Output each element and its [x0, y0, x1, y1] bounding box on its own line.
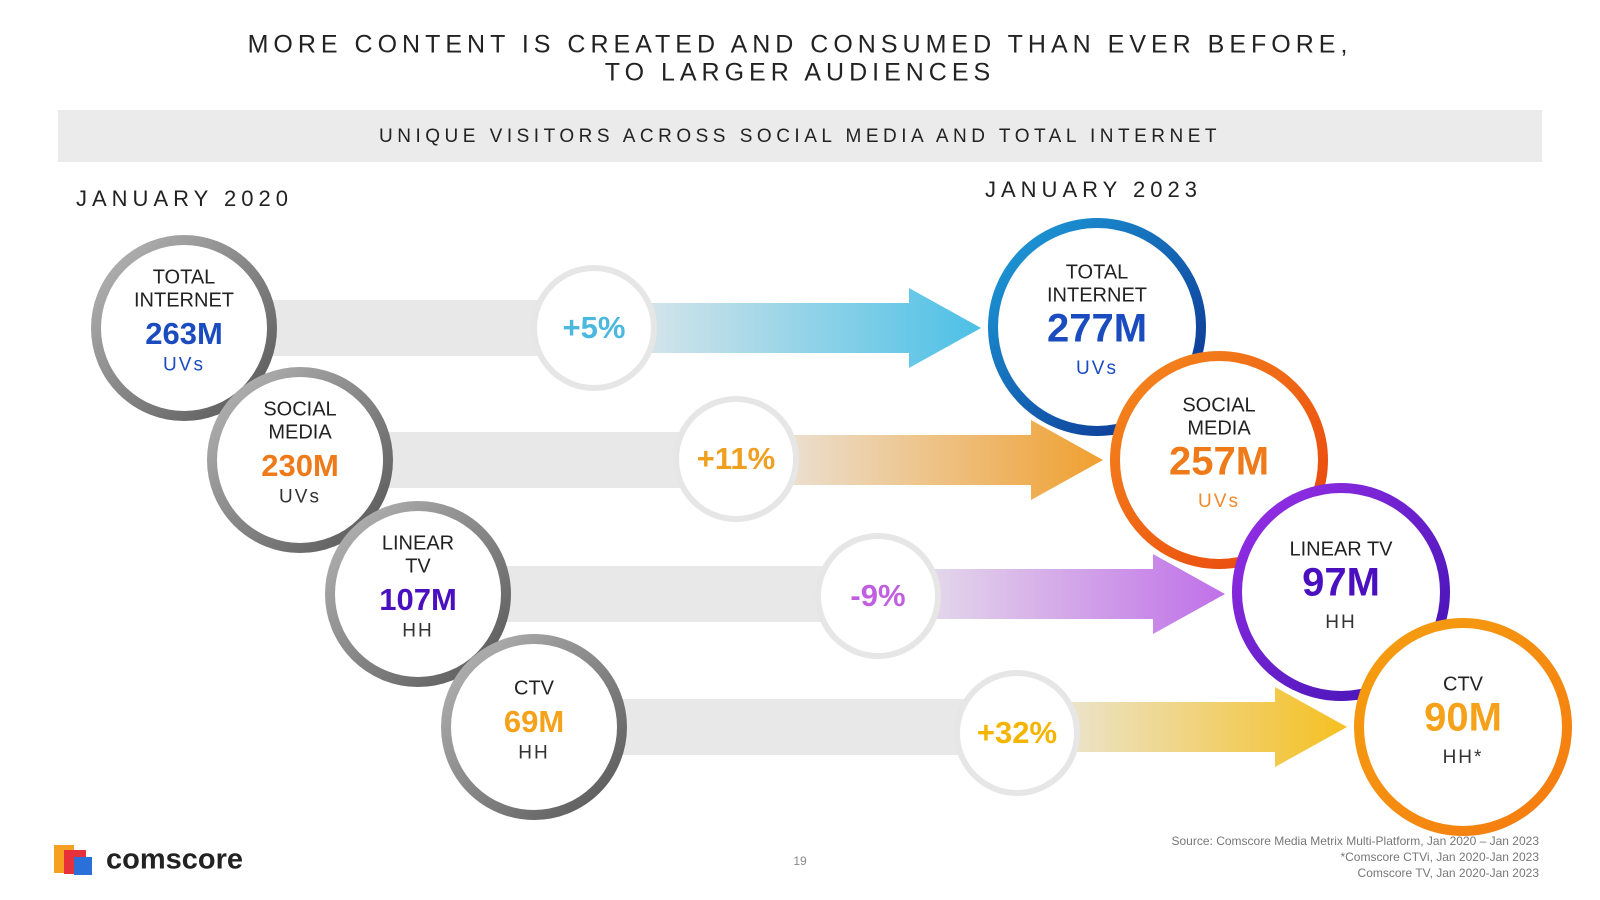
- metric-unit: HH: [1325, 612, 1356, 633]
- metric-label: INTERNET: [1047, 284, 1147, 306]
- metric-label: LINEAR TV: [1290, 538, 1394, 560]
- change-value: +32%: [977, 715, 1057, 750]
- metric-unit: UVs: [1198, 491, 1240, 512]
- metric-label: TOTAL: [1066, 261, 1129, 283]
- metric-label: MEDIA: [268, 421, 332, 443]
- flow-band: [534, 699, 1017, 755]
- metric-value: 230M: [261, 448, 339, 483]
- metric-label: SOCIAL: [263, 398, 336, 420]
- metric-label: CTV: [514, 677, 555, 699]
- source: Comscore TV, Jan 2020-Jan 2023: [1358, 866, 1540, 880]
- circle-ring: [91, 235, 277, 421]
- change-value: +11%: [697, 441, 775, 476]
- circle-ring: [1354, 618, 1572, 836]
- metric-unit: HH*: [1443, 747, 1484, 768]
- banner: [58, 110, 1542, 162]
- metric-value: 263M: [145, 316, 223, 351]
- metric-unit: HH: [402, 620, 433, 641]
- flow-arrow: [878, 554, 1225, 634]
- change-value: -9%: [850, 578, 905, 613]
- metric-value: 90M: [1424, 696, 1502, 740]
- metric-unit: UVs: [1076, 358, 1118, 379]
- source: *Comscore CTVi, Jan 2020-Jan 2023: [1340, 850, 1539, 864]
- metric-unit: HH: [518, 742, 549, 763]
- title-line: TO LARGER AUDIENCES: [605, 59, 995, 87]
- change-circle: [531, 265, 657, 391]
- metric-unit: UVs: [163, 354, 205, 375]
- metric-label: TOTAL: [153, 266, 216, 288]
- change-circle: [954, 670, 1080, 796]
- metric-label: LINEAR: [382, 532, 454, 554]
- metric-unit: UVs: [279, 486, 321, 507]
- metric-label: INTERNET: [134, 289, 234, 311]
- circle-ring: [325, 501, 511, 687]
- metric-label: MEDIA: [1187, 417, 1251, 439]
- metric-value: 257M: [1169, 440, 1269, 484]
- flow-band: [300, 432, 736, 488]
- flow-arrow: [1017, 687, 1347, 767]
- change-circle: [815, 533, 941, 659]
- change-value: +5%: [563, 310, 626, 345]
- banner-text: UNIQUE VISITORS ACROSS SOCIAL MEDIA AND …: [379, 126, 1221, 147]
- metric-value: 277M: [1047, 307, 1147, 351]
- circle-ring: [207, 367, 393, 553]
- title-line: MORE CONTENT IS CREATED AND CONSUMED THA…: [248, 31, 1353, 59]
- metric-label: TV: [405, 555, 431, 577]
- left-heading: JANUARY 2020: [76, 186, 293, 211]
- metric-value: 69M: [504, 704, 564, 739]
- metric-label: SOCIAL: [1182, 394, 1255, 416]
- right-heading: JANUARY 2023: [985, 177, 1202, 202]
- metric-label: CTV: [1443, 673, 1484, 695]
- source: Source: Comscore Media Metrix Multi-Plat…: [1172, 834, 1540, 848]
- logo: [54, 845, 92, 875]
- logo-text: comscore: [106, 844, 243, 876]
- change-circle: [673, 396, 799, 522]
- flow-band: [418, 566, 878, 622]
- circle-ring: [441, 634, 627, 820]
- metric-value: 97M: [1302, 561, 1380, 605]
- flow-band: [184, 300, 594, 356]
- flow-arrow: [736, 420, 1103, 500]
- metric-value: 107M: [379, 582, 457, 617]
- flow-arrow: [594, 288, 981, 368]
- page-number: 19: [793, 854, 807, 868]
- logo-mark: [74, 857, 92, 875]
